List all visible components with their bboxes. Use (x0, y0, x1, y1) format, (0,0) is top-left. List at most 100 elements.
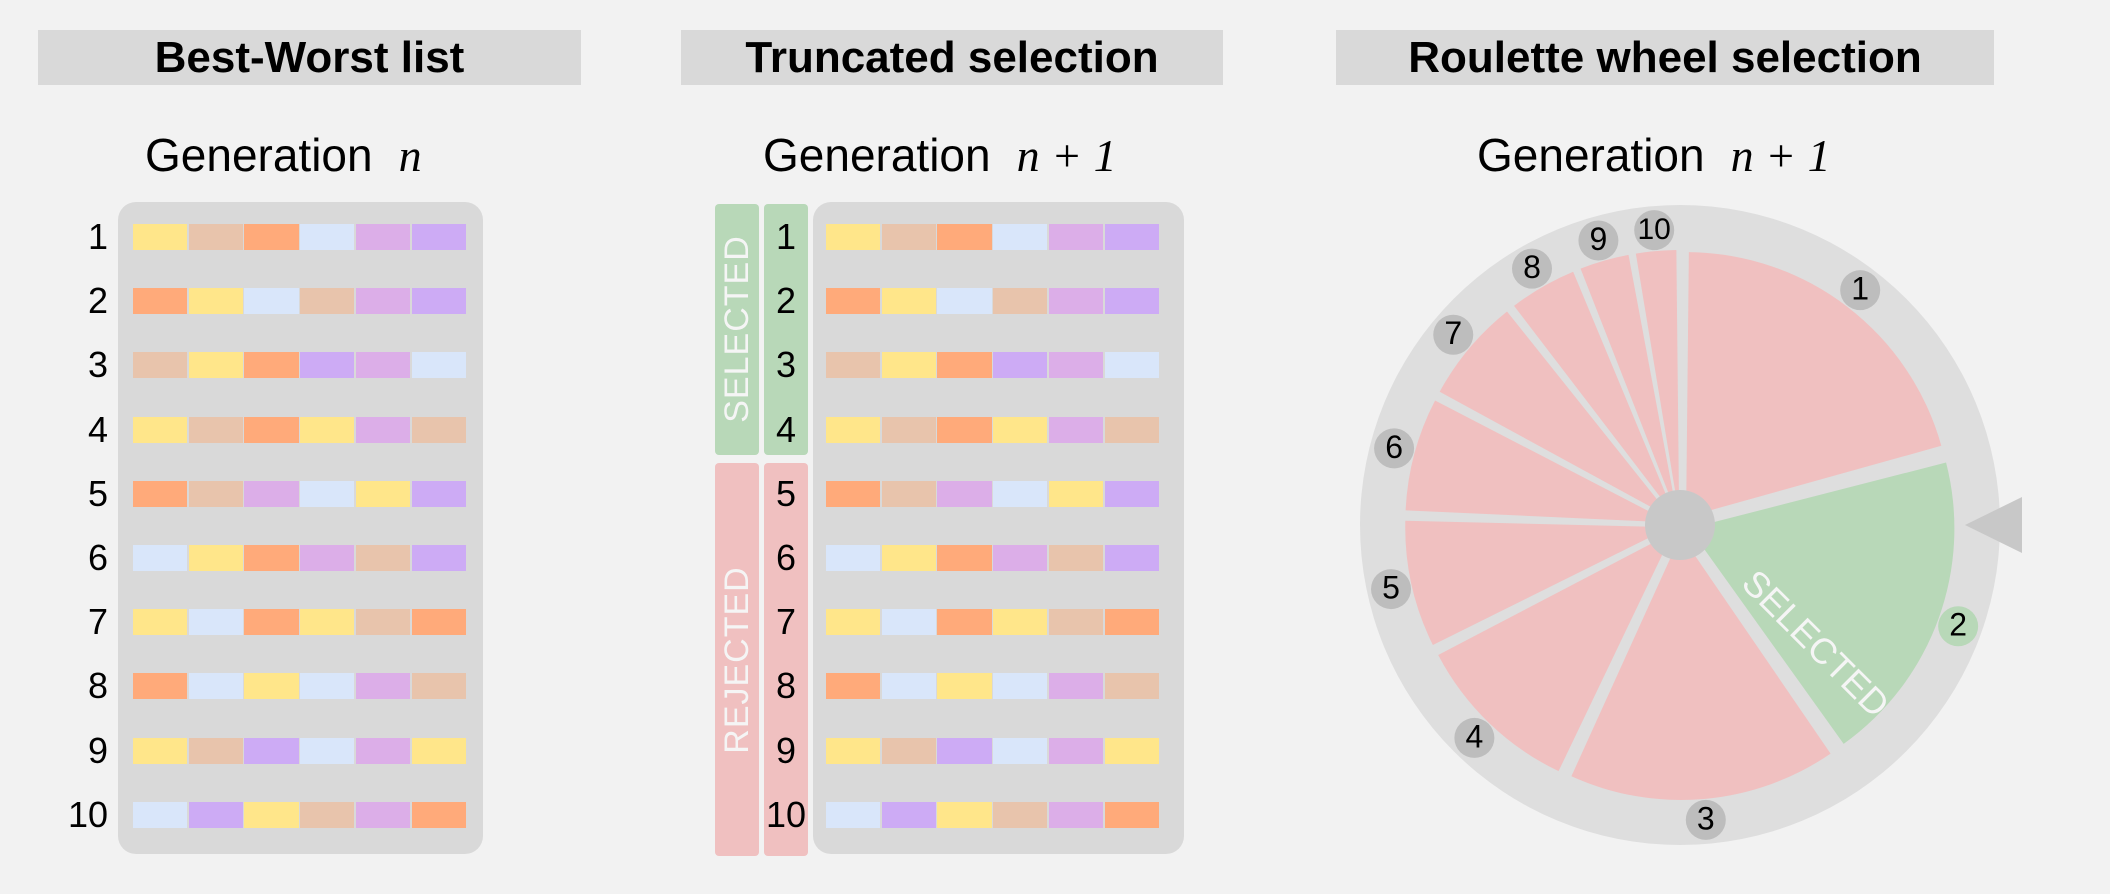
gene-cell (881, 737, 936, 764)
rank-label: 1 (775, 216, 797, 257)
rank-label: 8 (87, 665, 108, 707)
wheel-badge-8 (1512, 248, 1552, 289)
gene-cell (993, 416, 1048, 443)
wheel-badge-6 (1374, 428, 1415, 469)
gene-cell (1048, 288, 1103, 315)
gene-cell (244, 673, 299, 700)
wheel-slice-9 (1580, 254, 1678, 516)
gene-cell (1048, 609, 1103, 636)
wheel-slice-5 (1405, 520, 1671, 645)
gene-cell (188, 737, 243, 764)
wheel-slices (1405, 250, 1955, 800)
gene-cell (993, 545, 1048, 571)
gene-cell (188, 416, 243, 443)
rank-label: 10 (766, 793, 807, 835)
gene-cell (993, 224, 1048, 250)
wheel-selected-label: SELECTED (1734, 562, 1897, 725)
wheel-badge-label: 8 (1523, 249, 1541, 285)
generation-text: Generation (763, 129, 991, 181)
gene-cell (1104, 352, 1159, 379)
generation-symbol: n (398, 130, 422, 181)
gene-cell (188, 480, 243, 507)
gene-cell (244, 288, 299, 315)
gene-cell (993, 352, 1048, 379)
wheel-slice-6 (1405, 400, 1671, 523)
wheel-slice-7 (1439, 311, 1673, 519)
rank-label: 8 (775, 665, 797, 707)
gene-cell (300, 352, 355, 379)
gene-cell (937, 801, 992, 828)
gene-cell (937, 545, 992, 571)
wheel-badge-label: 9 (1590, 221, 1608, 257)
generation-symbol: n + 1 (1016, 130, 1117, 181)
gene-cell (188, 288, 243, 315)
gene-cell (1048, 480, 1103, 507)
wheel-badge-label: 7 (1444, 315, 1462, 351)
gene-cell (355, 288, 410, 315)
gene-cell (188, 545, 243, 571)
gene-cell (188, 224, 243, 250)
gene-cell (133, 609, 188, 636)
rank-label: 2 (87, 280, 108, 322)
gene-cell (1048, 224, 1103, 250)
best-worst-header: Best-Worst list (38, 30, 581, 85)
gene-cell (355, 737, 410, 764)
rank-label: 7 (775, 601, 797, 643)
rank-label: 2 (775, 280, 797, 322)
rejected-vertical-label: REJECTED (718, 566, 756, 754)
gene-cell (300, 480, 355, 507)
gene-cell (937, 288, 992, 315)
gene-cell (937, 416, 992, 443)
rejected-band (715, 463, 759, 856)
wheel-slice-10 (1635, 250, 1680, 516)
gene-cell (133, 801, 188, 828)
gene-cell (993, 288, 1048, 315)
gene-cell (826, 416, 881, 443)
gene-cell (937, 352, 992, 379)
gene-cell (881, 416, 936, 443)
gene-cell (188, 609, 243, 636)
gene-cell (993, 737, 1048, 764)
generation-text: Generation (145, 129, 373, 181)
gene-cell (300, 224, 355, 250)
gene-cell (826, 480, 881, 507)
gene-cell (1048, 352, 1103, 379)
gene-cell (244, 416, 299, 443)
truncated-selection-header: Truncated selection (681, 30, 1223, 85)
roulette-selection-header: Roulette wheel selection (1336, 30, 1994, 85)
wheel-badges: 1 2 3 4 5 6 7 8 9 10 (1371, 210, 1979, 840)
gene-cell (881, 545, 936, 571)
gene-cell (244, 609, 299, 636)
wheel-pointer (1965, 497, 2022, 553)
gene-cell (881, 480, 936, 507)
gene-cell (826, 673, 881, 700)
gene-cell (937, 737, 992, 764)
wheel-badge-1 (1840, 270, 1881, 311)
generation-symbol: n + 1 (1730, 130, 1831, 181)
gene-cell (188, 801, 243, 828)
gene-cell (355, 480, 410, 507)
gene-cell (937, 224, 992, 250)
rank-label: 3 (775, 344, 797, 386)
gene-cell (826, 737, 881, 764)
gene-cell (355, 352, 410, 379)
gene-cell (411, 545, 466, 571)
wheel-badge-label: 2 (1949, 607, 1967, 643)
gene-cell (300, 673, 355, 700)
wheel-badge-label: 3 (1697, 800, 1715, 836)
gene-cell (188, 352, 243, 379)
gene-cell (244, 545, 299, 571)
wheel-badge-label: 5 (1382, 570, 1400, 606)
gene-cell (133, 224, 188, 250)
gene-cell (188, 673, 243, 700)
gene-cell (133, 288, 188, 315)
selected-number-band (764, 204, 808, 455)
gene-cell (133, 352, 188, 379)
wheel-badge-7 (1433, 314, 1474, 355)
rank-label: 5 (775, 472, 797, 514)
gene-cell (133, 480, 188, 507)
gene-cell (826, 352, 881, 379)
wheel-slice-4 (1438, 532, 1674, 772)
gene-cell (300, 545, 355, 571)
gene-cell (1048, 801, 1103, 828)
